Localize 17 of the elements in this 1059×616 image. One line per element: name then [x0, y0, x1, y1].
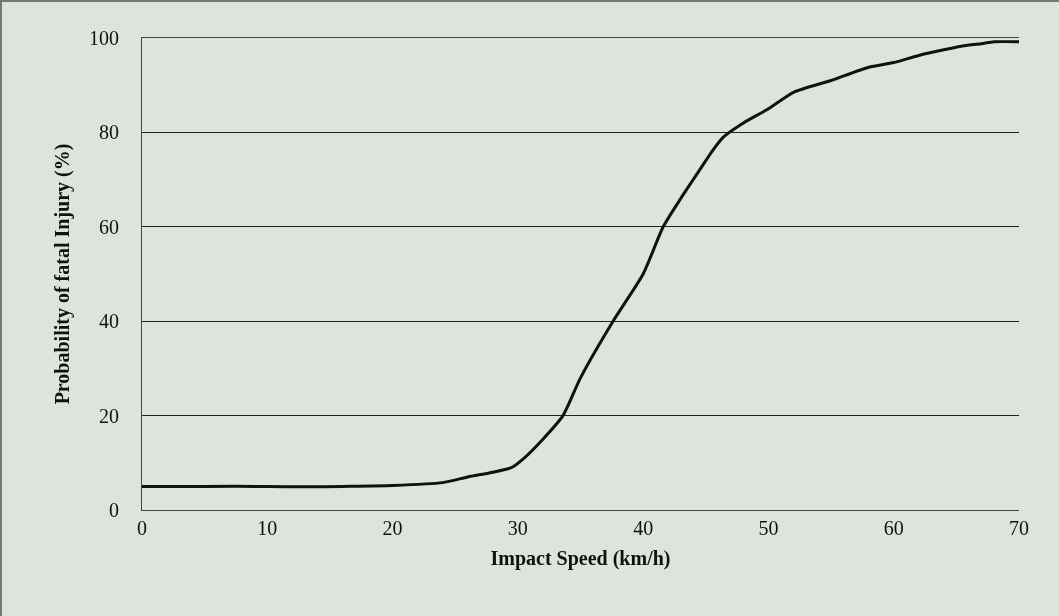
x-tick-label: 40 [633, 517, 654, 539]
y-tick-label: 40 [99, 310, 119, 333]
x-tick-label: 60 [883, 517, 904, 539]
x-tick-label: 20 [382, 517, 403, 539]
x-tick-label: 0 [137, 517, 147, 539]
y-axis-title: Probability of fatal Injury (%) [50, 143, 74, 405]
y-tick-label: 80 [99, 121, 119, 144]
x-tick-label: 70 [1009, 517, 1029, 539]
y-tick-label: 20 [99, 404, 119, 427]
y-tick-label: 100 [89, 27, 119, 49]
x-tick-label: 30 [507, 517, 528, 539]
x-tick-label: 10 [257, 517, 278, 539]
x-tick-label: 50 [758, 517, 779, 539]
line-series [142, 40, 1019, 489]
y-tick-label: 60 [99, 215, 119, 238]
x-axis-title: Impact Speed (km/h) [490, 546, 671, 570]
y-tick-label: 0 [109, 499, 119, 521]
